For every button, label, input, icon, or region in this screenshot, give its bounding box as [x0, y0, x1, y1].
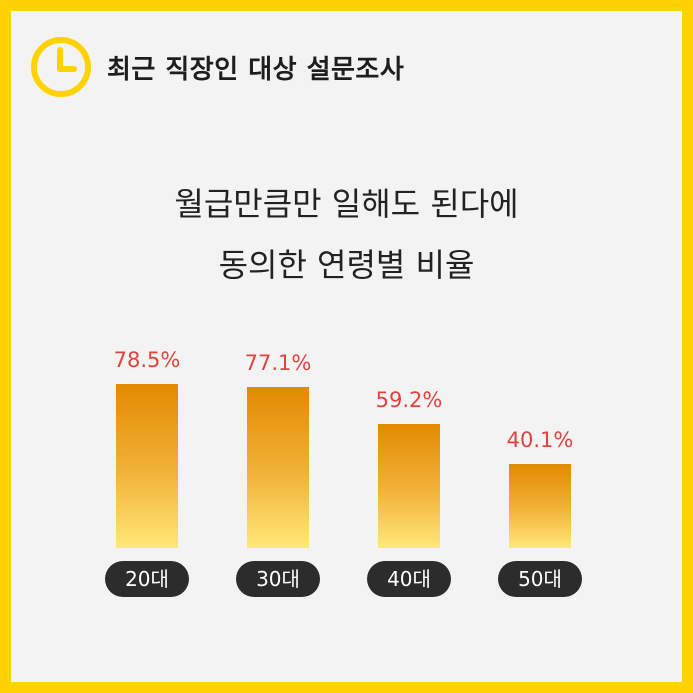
bar-value-label: 77.1% — [244, 350, 312, 375]
category-label: 40대 — [367, 561, 451, 597]
bar — [378, 424, 440, 548]
chart-subtitle: 월급만큼만 일해도 된다에 동의한 연령별 비율 — [11, 174, 682, 296]
header: 최근 직장인 대상 설문조사 — [29, 35, 404, 99]
subtitle-line-1: 월급만큼만 일해도 된다에 — [174, 185, 519, 223]
bar — [247, 386, 309, 548]
category-label: 50대 — [498, 561, 582, 597]
category-label: 30대 — [236, 561, 320, 597]
category-label: 20대 — [105, 561, 189, 597]
header-title: 최근 직장인 대상 설문조사 — [107, 54, 405, 85]
bar — [116, 383, 178, 548]
bar-value-label: 78.5% — [113, 347, 181, 372]
bar-value-label: 40.1% — [506, 428, 574, 453]
bar-chart: 78.5% 20대 77.1% 30대 59.2% 40대 40.1% 50대 — [11, 11, 682, 682]
subtitle-line-2: 동의한 연령별 비율 — [218, 246, 475, 284]
clock-icon — [31, 37, 91, 97]
bar — [509, 464, 571, 548]
bar-value-label: 59.2% — [375, 388, 443, 413]
